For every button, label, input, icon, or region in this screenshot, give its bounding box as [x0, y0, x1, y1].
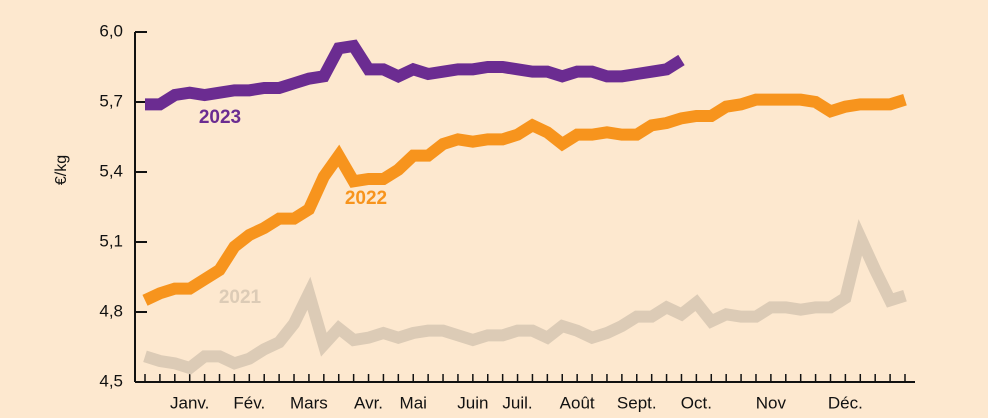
y-tick-label: 4,5 — [99, 371, 123, 390]
series-label: 2021 — [219, 287, 262, 308]
x-tick-label: Août — [560, 393, 595, 412]
series-line — [143, 219, 907, 375]
series-line — [142, 93, 907, 306]
y-tick-label: 4,8 — [99, 301, 123, 320]
y-tick-label: 5,1 — [99, 231, 123, 250]
series-label: 2023 — [199, 107, 241, 128]
x-tick-label: Nov — [756, 393, 787, 412]
y-axis-label: €/kg — [53, 155, 70, 185]
series-label: 2022 — [345, 188, 387, 209]
x-tick-label: Mars — [290, 393, 328, 412]
series-line — [145, 39, 685, 111]
x-tick-label: Juin — [457, 393, 488, 412]
x-tick-label: Avr. — [354, 393, 383, 412]
x-tick-label: Fév. — [233, 393, 265, 412]
x-tick-label: Oct. — [681, 393, 712, 412]
y-tick-label: 5,7 — [99, 91, 123, 110]
y-tick-label: 5,4 — [99, 161, 123, 180]
x-tick-label: Déc. — [828, 393, 863, 412]
x-tick-label: Janv. — [170, 393, 209, 412]
y-tick-label: 6,0 — [99, 21, 123, 40]
x-tick-label: Juil. — [502, 393, 532, 412]
x-tick-label: Mai — [400, 393, 427, 412]
x-tick-label: Sept. — [617, 393, 657, 412]
